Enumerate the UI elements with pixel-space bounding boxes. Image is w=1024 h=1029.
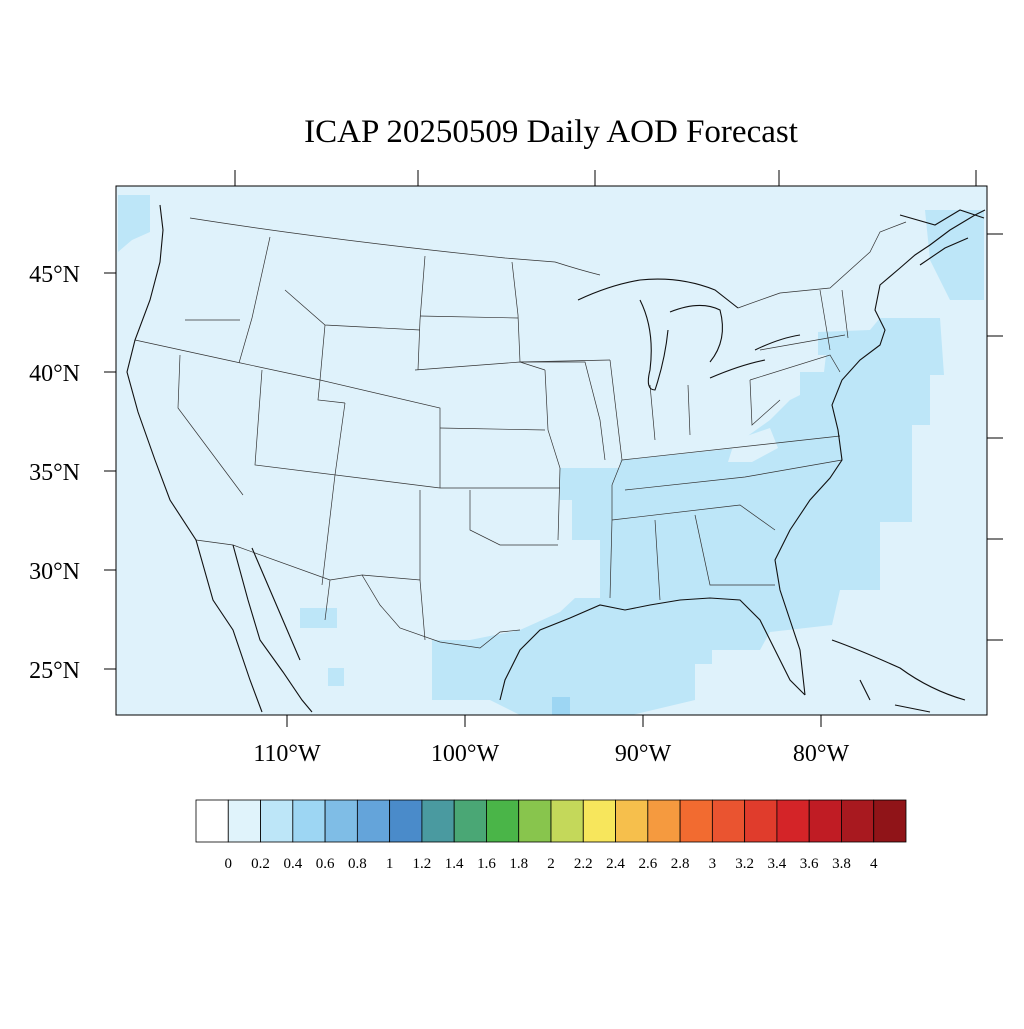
lat-label-40: 40°N <box>29 361 80 387</box>
aod-plume-atlantic <box>432 318 944 715</box>
colorbar-swatch <box>711 799 746 843</box>
colorbar-swatch <box>679 799 713 843</box>
colorbar-tick-label: 2.4 <box>606 856 625 872</box>
colorbar-swatch <box>195 799 229 843</box>
aod-patch-mexico-2 <box>328 668 344 686</box>
colorbar <box>195 799 907 843</box>
colorbar-tick-label: 2.8 <box>671 856 690 872</box>
aod-gap-appalachia <box>728 428 778 462</box>
lon-labels: 110°W 100°W 90°W 80°W <box>253 741 849 767</box>
colorbar-swatch <box>744 799 778 843</box>
colorbar-tick-label: 0.2 <box>251 856 270 872</box>
colorbar-swatch <box>227 799 261 843</box>
colorbar-tick-label: 2.6 <box>638 856 657 872</box>
colorbar-tick-label: 3.4 <box>768 856 787 872</box>
colorbar-swatch <box>260 799 294 843</box>
lon-label-80w: 80°W <box>793 741 850 767</box>
lat-label-30: 30°N <box>29 559 80 585</box>
colorbar-tick-label: 0.4 <box>283 856 302 872</box>
colorbar-tick-label: 1.6 <box>477 856 496 872</box>
colorbar-swatch <box>453 799 487 843</box>
colorbar-swatch <box>389 799 423 843</box>
lat-label-25: 25°N <box>29 658 80 684</box>
colorbar-swatch <box>518 799 552 843</box>
lon-label-100w: 100°W <box>431 741 500 767</box>
colorbar-tick-label: 3.8 <box>832 856 851 872</box>
aod-field-layer <box>118 195 984 715</box>
colorbar-swatch <box>486 799 520 843</box>
colorbar-tick-labels: 0 0.2 0.4 0.6 0.8 1 1.2 1.4 1.6 1.8 2 2.2 2.4 2.6 2.8 3… <box>225 856 878 872</box>
lat-label-45: 45°N <box>29 262 80 288</box>
lon-label-110w: 110°W <box>253 741 321 767</box>
coastlines <box>126 204 986 713</box>
colorbar-swatch <box>356 799 391 843</box>
lat-label-35: 35°N <box>29 460 80 486</box>
colorbar-tick-label: 3.6 <box>800 856 819 872</box>
colorbar-tick-label: 1.2 <box>413 856 432 872</box>
colorbar-tick-label: 2.2 <box>574 856 593 872</box>
colorbar-tick-label: 2 <box>547 856 555 872</box>
colorbar-swatch <box>615 799 649 843</box>
colorbar-tick-label: 3.2 <box>735 856 754 872</box>
colorbar-tick-label: 3 <box>709 856 717 872</box>
map-panel <box>115 185 988 716</box>
lat-labels: 45°N 40°N 35°N 30°N 25°N <box>29 262 80 684</box>
colorbar-swatch <box>647 799 681 843</box>
colorbar-tick-label: 0 <box>225 856 233 872</box>
colorbar-swatch <box>808 799 842 843</box>
map-frame <box>115 185 988 716</box>
colorbar-swatch <box>776 799 810 843</box>
map-title: ICAP 20250509 Daily AOD Forecast <box>304 114 798 150</box>
colorbar-tick-label: 0.8 <box>348 856 367 872</box>
colorbar-tick-label: 4 <box>870 856 878 872</box>
colorbar-swatch <box>873 799 907 843</box>
lon-label-90w: 90°W <box>615 741 672 767</box>
colorbar-swatch <box>582 799 616 843</box>
axis-ticks <box>104 170 1003 727</box>
colorbar-tick-label: 1.4 <box>445 856 464 872</box>
state-borders <box>134 217 907 649</box>
colorbar-tick-label: 1.8 <box>509 856 528 872</box>
colorbar-swatch <box>841 799 875 843</box>
aod-plume-pacific <box>118 195 150 252</box>
aod-patch-high <box>552 697 570 715</box>
aod-plume-northeast <box>925 210 984 300</box>
colorbar-tick-label: 1 <box>386 856 394 872</box>
colorbar-swatch <box>292 799 326 843</box>
colorbar-tick-label: 0.6 <box>316 856 335 872</box>
colorbar-swatch <box>421 799 455 843</box>
colorbar-swatch <box>324 799 358 843</box>
colorbar-swatch <box>550 799 584 843</box>
aod-patch-mexico-1 <box>300 608 337 628</box>
